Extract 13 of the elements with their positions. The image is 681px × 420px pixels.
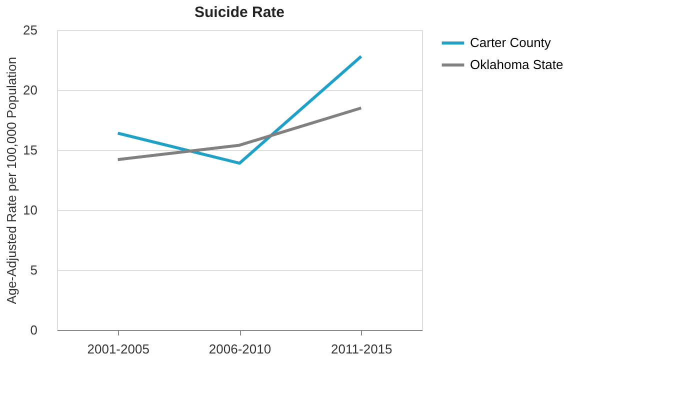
legend-label: Carter County (470, 35, 552, 50)
y-tick-label: 5 (30, 262, 38, 278)
x-tick-label: 2011-2015 (331, 342, 392, 356)
y-axis-title: Age-Adjusted Rate per 100,000 Population (4, 56, 20, 304)
x-tick-label: 2001-2005 (87, 342, 150, 356)
x-tick-label: 2006-2010 (208, 342, 272, 356)
y-tick-label: 25 (23, 22, 38, 38)
y-tick-label: 15 (23, 142, 38, 158)
y-tick-label: 10 (23, 202, 38, 218)
y-tick-label: 20 (23, 82, 38, 98)
legend-label: Oklahoma State (470, 57, 564, 72)
chart-title: Suicide Rate (194, 4, 285, 21)
y-tick-label: 0 (30, 322, 38, 338)
